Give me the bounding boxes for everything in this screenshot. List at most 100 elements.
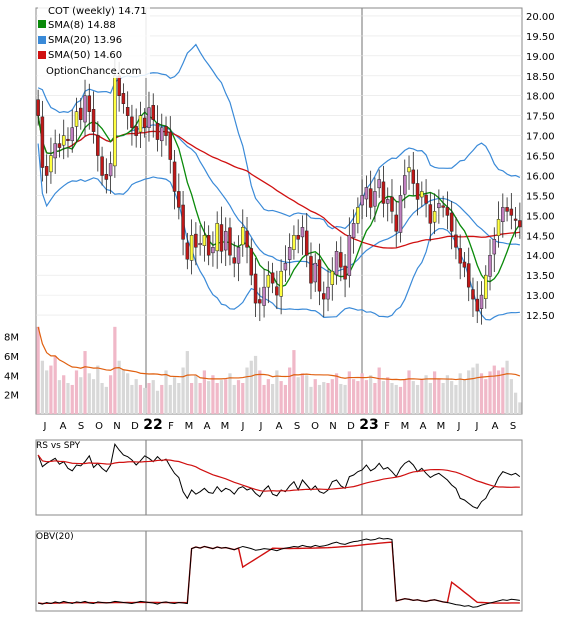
legend-swatch-sma8 bbox=[38, 20, 46, 28]
candle-body bbox=[326, 286, 330, 300]
candle-body bbox=[172, 161, 177, 192]
volume-bar bbox=[394, 384, 398, 414]
month-tick-label: A bbox=[276, 421, 283, 432]
price-tick-label: 17.50 bbox=[526, 112, 555, 123]
volume-bar bbox=[475, 363, 479, 414]
volume-bar bbox=[202, 370, 207, 414]
volume-bar bbox=[66, 383, 70, 414]
volume-bar bbox=[415, 384, 420, 414]
volume-bar bbox=[36, 326, 40, 414]
volume-bar bbox=[373, 383, 377, 414]
volume-bar bbox=[83, 351, 87, 414]
volume-bar bbox=[228, 373, 232, 414]
volume-bar bbox=[458, 373, 462, 414]
volume-bar bbox=[266, 379, 270, 414]
volume-bar bbox=[496, 370, 501, 414]
candle-body bbox=[509, 208, 514, 216]
price-tick-label: 14.50 bbox=[526, 231, 555, 242]
candle-body bbox=[390, 196, 394, 212]
candle-body bbox=[223, 231, 228, 251]
candle-body bbox=[420, 191, 424, 198]
price-tick-label: 18.50 bbox=[526, 72, 555, 83]
month-tick-label: N bbox=[329, 421, 336, 432]
candle-body bbox=[147, 107, 151, 128]
volume-bar bbox=[330, 379, 334, 414]
candle-body bbox=[381, 181, 386, 204]
candle-body bbox=[360, 195, 364, 206]
price-tick-label: 14.00 bbox=[526, 251, 555, 262]
candle-body bbox=[155, 122, 160, 140]
volume-bar bbox=[194, 375, 198, 414]
month-tick-label: A bbox=[420, 421, 427, 432]
candle-body bbox=[484, 274, 488, 299]
volume-bar bbox=[211, 375, 215, 414]
candle-body bbox=[279, 270, 283, 297]
candle-body bbox=[475, 298, 479, 312]
volume-bar bbox=[70, 384, 74, 414]
candle-body bbox=[415, 183, 420, 200]
volume-bar bbox=[177, 383, 181, 414]
candle-body bbox=[66, 138, 70, 141]
volume-bar bbox=[351, 379, 356, 414]
candle-body bbox=[292, 235, 296, 250]
candle-body bbox=[309, 256, 313, 284]
volume-bar bbox=[62, 375, 66, 414]
candle-body bbox=[96, 134, 100, 156]
legend-swatch-sma50 bbox=[38, 51, 46, 59]
candle-body bbox=[215, 223, 219, 252]
volume-bar bbox=[454, 384, 458, 414]
volume-bar bbox=[232, 384, 236, 414]
month-tick-label: 23 bbox=[359, 417, 378, 433]
candle-body bbox=[219, 224, 224, 252]
candle-body bbox=[377, 179, 381, 189]
candle-body bbox=[356, 207, 360, 224]
candle-body bbox=[232, 257, 236, 264]
candle-body bbox=[471, 289, 475, 300]
candle-body bbox=[488, 254, 492, 277]
volume-bar bbox=[513, 392, 518, 414]
rs-average-line bbox=[37, 454, 520, 492]
month-tick-label: J bbox=[475, 421, 479, 432]
volume-bar bbox=[322, 382, 326, 414]
candle-body bbox=[394, 214, 398, 232]
volume-bar bbox=[386, 377, 390, 414]
volume-bar bbox=[300, 373, 305, 414]
volume-bar bbox=[403, 379, 407, 414]
candle-body bbox=[330, 270, 335, 286]
candle-body bbox=[347, 235, 352, 276]
volume-bar bbox=[492, 365, 496, 414]
month-tick-label: A bbox=[492, 421, 499, 432]
month-tick-label: O bbox=[95, 421, 103, 432]
month-tick-label: A bbox=[60, 421, 67, 432]
candle-body bbox=[61, 135, 66, 146]
candle-body bbox=[189, 235, 194, 261]
volume-bar bbox=[479, 373, 484, 414]
candle-body bbox=[479, 294, 484, 309]
volume-bar bbox=[484, 379, 488, 414]
volume-bar bbox=[74, 370, 79, 414]
volume-tick-label: 6M bbox=[4, 352, 19, 363]
candle-body bbox=[117, 75, 121, 96]
candle-body bbox=[177, 191, 181, 208]
month-tick-label: M bbox=[221, 421, 230, 432]
volume-bar bbox=[356, 381, 360, 414]
volume-bar bbox=[236, 380, 241, 414]
candle-body bbox=[432, 211, 437, 223]
volume-bar bbox=[49, 365, 53, 414]
panel-frame bbox=[35, 7, 523, 415]
volume-bar bbox=[53, 355, 57, 414]
month-tick-label: F bbox=[384, 421, 390, 432]
candle-body bbox=[398, 195, 403, 233]
candle-body bbox=[91, 109, 96, 132]
volume-average-line bbox=[37, 326, 521, 381]
volume-bar bbox=[347, 371, 351, 414]
candle-body bbox=[228, 227, 232, 256]
candle-body bbox=[40, 116, 45, 168]
volume-bar bbox=[262, 384, 266, 414]
volume-tick-label: 4M bbox=[4, 371, 19, 382]
candle-body bbox=[296, 235, 300, 240]
volume-bar bbox=[134, 379, 138, 414]
volume-bar bbox=[160, 384, 164, 414]
candle-body bbox=[275, 286, 279, 296]
volume-bar bbox=[126, 373, 130, 414]
